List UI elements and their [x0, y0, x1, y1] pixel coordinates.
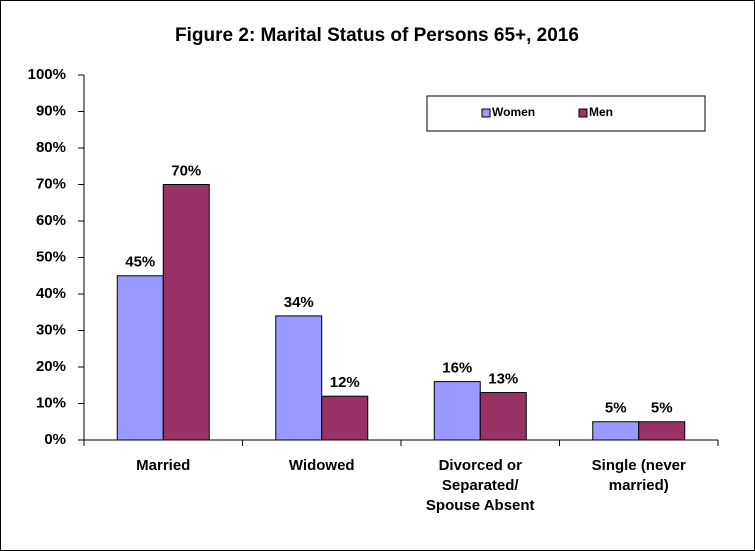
- data-label: 70%: [171, 162, 201, 179]
- legend-label: Men: [589, 105, 613, 119]
- bar: [592, 421, 640, 441]
- legend-box: [426, 95, 706, 132]
- y-tick-label: 60%: [36, 212, 66, 229]
- bar: [162, 184, 210, 441]
- bar: [638, 421, 686, 441]
- y-tick-label: 40%: [36, 285, 66, 302]
- bar: [479, 392, 527, 441]
- data-label: 34%: [284, 294, 314, 311]
- y-tick-label: 30%: [36, 321, 66, 338]
- bar: [321, 395, 369, 441]
- data-label: 16%: [442, 360, 472, 377]
- x-tick-label: Married: [136, 457, 190, 474]
- data-label: 45%: [125, 254, 155, 271]
- x-tick-label: Single (never married): [592, 457, 686, 494]
- legend-swatch: [578, 108, 588, 118]
- bar: [433, 381, 481, 441]
- legend-label: Women: [492, 105, 535, 119]
- data-label: 12%: [330, 374, 360, 391]
- y-tick-label: 90%: [36, 102, 66, 119]
- data-label: 13%: [488, 371, 518, 388]
- data-label: 5%: [651, 400, 673, 417]
- y-tick-label: 70%: [36, 175, 66, 192]
- legend-swatch: [481, 108, 491, 118]
- y-tick-label: 0%: [44, 431, 66, 448]
- x-tick-label: Divorced or Separated/Spouse Absent: [426, 457, 535, 514]
- y-tick-label: 20%: [36, 358, 66, 375]
- y-tick-label: 80%: [36, 139, 66, 156]
- bar: [275, 315, 323, 441]
- bar: [116, 275, 164, 441]
- y-tick-label: 100%: [28, 66, 66, 83]
- y-tick-label: 10%: [36, 394, 66, 411]
- x-tick-label: Widowed: [289, 457, 355, 474]
- data-label: 5%: [605, 400, 627, 417]
- chart-title: Figure 2: Marital Status of Persons 65+,…: [175, 25, 579, 46]
- y-tick-label: 50%: [36, 248, 66, 265]
